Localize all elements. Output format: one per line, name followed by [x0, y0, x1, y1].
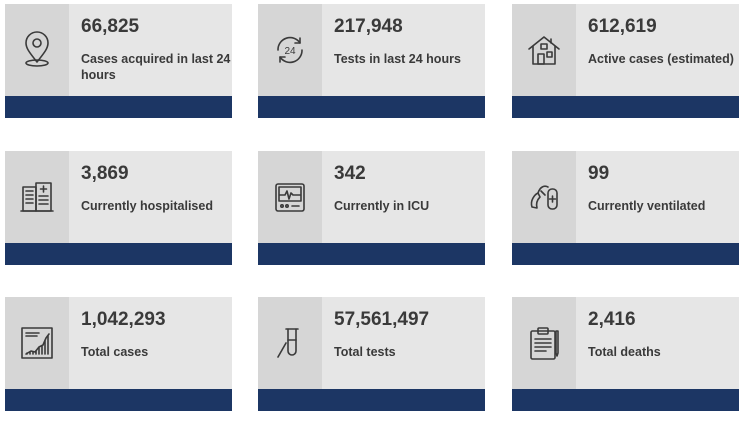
stat-card-hospitalised: 3,869 Currently hospitalised	[5, 151, 232, 265]
card-footer-bar	[5, 96, 232, 118]
stat-card-total-tests: 57,561,497 Total tests	[258, 297, 485, 411]
stat-label: Tests in last 24 hours	[334, 52, 461, 66]
svg-text:24: 24	[284, 46, 296, 57]
stat-label: Currently in ICU	[334, 199, 430, 213]
ventilator-icon	[512, 151, 576, 243]
card-footer-bar	[5, 389, 232, 411]
stat-card-cases-24h: 66,825 Cases acquired in last 24 hours	[5, 4, 232, 118]
card-footer-bar	[258, 243, 485, 265]
stat-label: Active cases (estimated)	[588, 52, 734, 66]
stat-card-tests-24h: 24 217,948 Tests in last 24 hours	[258, 4, 485, 118]
clipboard-icon	[512, 297, 576, 389]
24-hours-icon: 24	[258, 4, 322, 96]
card-footer-bar	[5, 243, 232, 265]
stat-card-total-cases: 1,042,293 Total cases	[5, 297, 232, 411]
stat-value: 2,416	[588, 309, 636, 330]
stat-label: Total cases	[81, 345, 149, 359]
card-footer-bar	[512, 243, 739, 265]
stat-label: Currently hospitalised	[81, 199, 213, 213]
stat-value: 217,948	[334, 16, 403, 37]
stat-label: Currently ventilated	[588, 199, 706, 213]
stat-label: Cases acquired in last 24 hours	[81, 52, 231, 82]
growth-chart-icon	[5, 297, 69, 389]
card-footer-bar	[512, 389, 739, 411]
hospital-icon	[5, 151, 69, 243]
card-footer-bar	[512, 96, 739, 118]
stat-value: 342	[334, 163, 366, 184]
house-icon	[512, 4, 576, 96]
stat-card-ventilated: 99 Currently ventilated	[512, 151, 739, 265]
stat-label: Total deaths	[588, 345, 661, 359]
card-footer-bar	[258, 96, 485, 118]
heart-monitor-icon	[258, 151, 322, 243]
card-footer-bar	[258, 389, 485, 411]
stat-card-total-deaths: 2,416 Total deaths	[512, 297, 739, 411]
stat-value: 3,869	[81, 163, 129, 184]
stat-value: 99	[588, 163, 610, 184]
stat-label: Total tests	[334, 345, 396, 359]
stat-value: 612,619	[588, 16, 657, 37]
test-tube-icon	[258, 297, 322, 389]
location-pin-icon	[5, 4, 69, 96]
stat-card-icu: 342 Currently in ICU	[258, 151, 485, 265]
stat-card-active-cases: 612,619 Active cases (estimated)	[512, 4, 739, 118]
stat-value: 1,042,293	[81, 309, 166, 330]
stat-value: 57,561,497	[334, 309, 430, 330]
stat-value: 66,825	[81, 16, 140, 37]
